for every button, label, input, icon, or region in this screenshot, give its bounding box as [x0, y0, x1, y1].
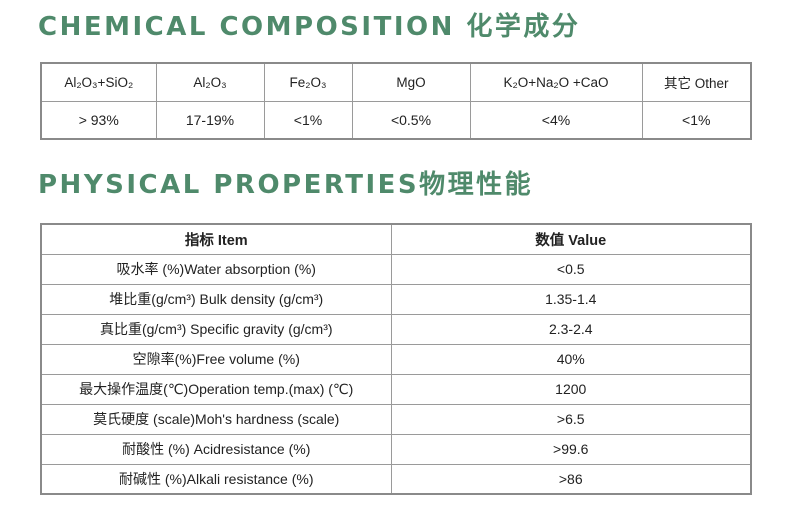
item-cell: 真比重(g/cm³) Specific gravity (g/cm³) — [40, 313, 392, 345]
table-row: 耐碱性 (%)Alkali resistance (%) >86 — [40, 463, 752, 495]
table-row: 空隙率(%)Free volume (%) 40% — [40, 343, 752, 375]
composition-header-cell: 其它 Other — [641, 62, 752, 102]
physical-properties-heading: PHYSICAL PROPERTIES物理性能 — [38, 170, 534, 200]
table-row: 真比重(g/cm³) Specific gravity (g/cm³) 2.3-… — [40, 313, 752, 345]
value-cell: 1200 — [390, 373, 752, 405]
table-row: 吸水率 (%)Water absorption (%) <0.5 — [40, 253, 752, 285]
item-cell: 莫氏硬度 (scale)Moh's hardness (scale) — [40, 403, 392, 435]
composition-value-cell: <1% — [263, 100, 353, 140]
composition-header-cell: MgO — [351, 62, 471, 102]
item-cell: 空隙率(%)Free volume (%) — [40, 343, 392, 375]
item-cell: 耐酸性 (%) Acidresistance (%) — [40, 433, 392, 465]
composition-header-cell: Fe₂O₃ — [263, 62, 353, 102]
value-cell: >99.6 — [390, 433, 752, 465]
physical-header-row: 指标 Item 数值 Value — [40, 223, 752, 255]
chemical-composition-heading: CHEMICAL COMPOSITION 化学成分 — [38, 12, 581, 42]
item-cell: 耐碱性 (%)Alkali resistance (%) — [40, 463, 392, 495]
item-cell: 最大操作温度(℃)Operation temp.(max) (℃) — [40, 373, 392, 405]
value-cell: 40% — [390, 343, 752, 375]
value-cell: <0.5 — [390, 253, 752, 285]
table-row: 最大操作温度(℃)Operation temp.(max) (℃) 1200 — [40, 373, 752, 405]
value-cell: >86 — [390, 463, 752, 495]
chemical-composition-table: Al₂O₃+SiO₂ Al₂O₃ Fe₂O₃ MgO K₂O+Na₂O +CaO… — [40, 62, 752, 140]
physical-properties-table: 指标 Item 数值 Value 吸水率 (%)Water absorption… — [40, 223, 752, 495]
value-header: 数值 Value — [390, 223, 752, 255]
table-row: 耐酸性 (%) Acidresistance (%) >99.6 — [40, 433, 752, 465]
table-row: 莫氏硬度 (scale)Moh's hardness (scale) >6.5 — [40, 403, 752, 435]
item-header: 指标 Item — [40, 223, 392, 255]
composition-value-cell: <1% — [641, 100, 752, 140]
composition-header-cell: Al₂O₃+SiO₂ — [40, 62, 157, 102]
composition-value-cell: > 93% — [40, 100, 157, 140]
composition-header-cell: K₂O+Na₂O +CaO — [469, 62, 643, 102]
composition-value-row: > 93% 17-19% <1% <0.5% <4% <1% — [40, 100, 752, 140]
table-row: 堆比重(g/cm³) Bulk density (g/cm³) 1.35-1.4 — [40, 283, 752, 315]
composition-value-cell: 17-19% — [155, 100, 265, 140]
composition-value-cell: <4% — [469, 100, 643, 140]
item-cell: 吸水率 (%)Water absorption (%) — [40, 253, 392, 285]
value-cell: 2.3-2.4 — [390, 313, 752, 345]
value-cell: 1.35-1.4 — [390, 283, 752, 315]
composition-header-cell: Al₂O₃ — [155, 62, 265, 102]
composition-header-row: Al₂O₃+SiO₂ Al₂O₃ Fe₂O₃ MgO K₂O+Na₂O +CaO… — [40, 62, 752, 102]
composition-value-cell: <0.5% — [351, 100, 471, 140]
value-cell: >6.5 — [390, 403, 752, 435]
item-cell: 堆比重(g/cm³) Bulk density (g/cm³) — [40, 283, 392, 315]
